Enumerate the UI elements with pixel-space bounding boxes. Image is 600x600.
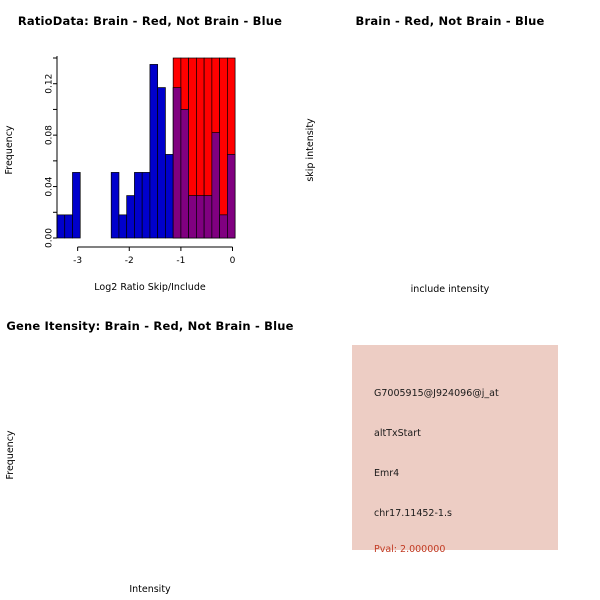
- histogram-bar-overlap: [227, 154, 236, 239]
- gene-intensity-y-label: Frequency: [5, 430, 16, 479]
- probe-info-panel: G7005915@J924096@j_at altTxStart Emr4 ch…: [300, 300, 600, 600]
- gene-intensity-title: Gene Itensity: Brain - Red, Not Brain - …: [6, 319, 294, 333]
- x-tick-label: -2: [125, 256, 134, 266]
- gene-intensity-panel: Gene Itensity: Brain - Red, Not Brain - …: [0, 300, 300, 600]
- ratio-histogram-x-axis: -3 -2 -1 0: [73, 246, 236, 266]
- histogram-bar-not-brain: [165, 154, 174, 239]
- histogram-bar-brain: [219, 57, 228, 239]
- event-type-text: altTxStart: [374, 428, 421, 439]
- ratio-histogram-title: RatioData: Brain - Red, Not Brain - Blue: [17, 14, 283, 28]
- y-tick-label: 0.04: [45, 176, 55, 196]
- probe-info-box: G7005915@J924096@j_at altTxStart Emr4 ch…: [352, 345, 558, 555]
- y-tick-label: 0.08: [45, 125, 55, 145]
- histogram-bar-not-brain: [149, 64, 159, 239]
- histogram-bar-overlap: [211, 132, 220, 239]
- intensity-scatter-title: Brain - Red, Not Brain - Blue: [355, 14, 545, 28]
- ratio-histogram-panel: RatioData: Brain - Red, Not Brain - Blue…: [0, 0, 300, 300]
- histogram-bar-not-brain: [118, 214, 128, 239]
- ratio-histogram-y-label: Frequency: [4, 125, 15, 174]
- histogram-bar-overlap: [172, 87, 182, 239]
- histogram-bar-not-brain: [141, 172, 151, 239]
- intensity-scatter-plot: 102030405060 20406080 include intensity …: [305, 118, 490, 295]
- intensity-scatter-panel: Brain - Red, Not Brain - Blue 1020304050…: [300, 0, 600, 300]
- scatter-y-label: skip intensity: [305, 118, 316, 182]
- gene-intensity-plot: 0.00.20.40.6 102030405060 Intensity Freq…: [5, 430, 171, 595]
- ratio-histogram-plot: 0.00 0.04 0.08 0.12 -3 -2 -1 0 Log2 Ratio Skip…: [4, 56, 236, 293]
- histogram-bar-not-brain: [56, 214, 66, 239]
- histogram-bar-overlap: [180, 109, 189, 239]
- gene-intensity-x-label: Intensity: [129, 584, 171, 595]
- x-tick-label: -3: [73, 256, 82, 266]
- histogram-bar-overlap: [203, 195, 213, 239]
- histogram-bar-overlap: [188, 195, 197, 239]
- scatter-x-label: include intensity: [411, 284, 490, 295]
- histogram-bar-overlap: [219, 214, 228, 239]
- histogram-bar-not-brain: [72, 172, 81, 239]
- ratio-histogram-x-label: Log2 Ratio Skip/Include: [94, 282, 206, 293]
- y-tick-label: 0.12: [45, 74, 55, 94]
- histogram-bar-not-brain: [64, 214, 73, 239]
- histogram-bar-not-brain: [134, 172, 143, 239]
- locus-text: chr17.11452-1.s: [374, 508, 452, 519]
- histogram-bar-not-brain: [110, 172, 120, 239]
- gene-symbol-text: Emr4: [374, 468, 400, 479]
- histogram-bar-not-brain: [126, 195, 135, 239]
- pval-text: Pval: 2.000000: [374, 544, 446, 555]
- histogram-bar-overlap: [196, 195, 205, 239]
- probe-id-text: G7005915@J924096@j_at: [374, 388, 499, 399]
- x-tick-label: -1: [176, 256, 185, 266]
- ratio-histogram-bars: [56, 57, 236, 239]
- x-tick-label: 0: [230, 256, 236, 266]
- y-tick-label: 0.00: [45, 228, 55, 248]
- ratio-histogram-y-axis: 0.00 0.04 0.08 0.12: [45, 56, 58, 248]
- histogram-bar-not-brain: [157, 87, 166, 239]
